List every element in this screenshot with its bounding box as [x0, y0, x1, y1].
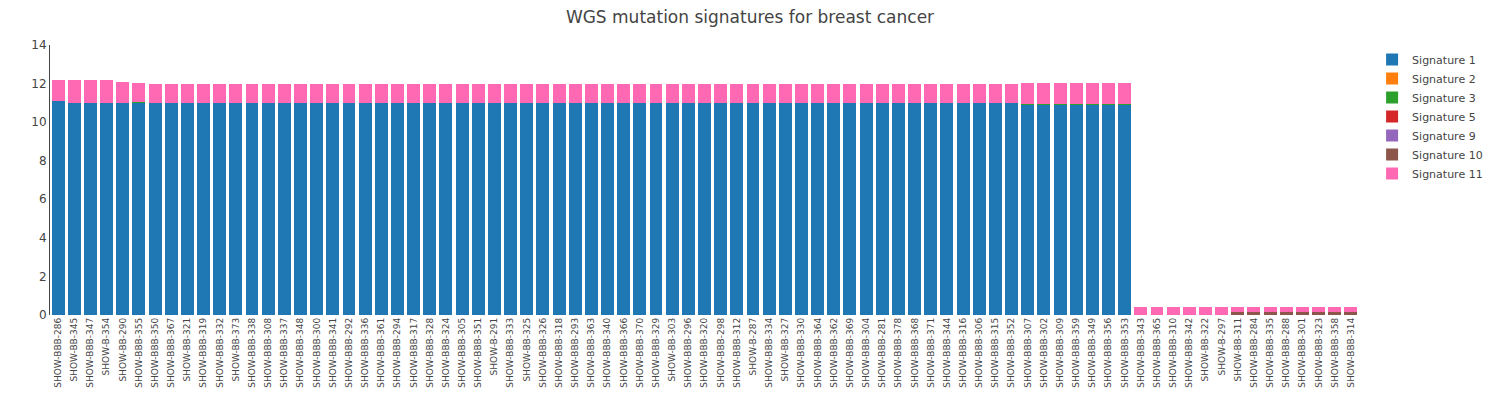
svg-text:SHOW-BBB-335: SHOW-BBB-335 — [1265, 318, 1275, 388]
svg-text:SHOW-BBB-320: SHOW-BBB-320 — [699, 318, 709, 388]
svg-text:SHOW-BBB-341: SHOW-BBB-341 — [328, 318, 338, 388]
svg-text:SHOW-BBB-363: SHOW-BBB-363 — [586, 318, 596, 388]
svg-text:Signature 1: Signature 1 — [1412, 54, 1476, 67]
svg-text:SHOW-BB-325: SHOW-BB-325 — [522, 318, 532, 382]
svg-text:SHOW-BBB-371: SHOW-BBB-371 — [926, 318, 936, 388]
svg-text:SHOW-BBB-314: SHOW-BBB-314 — [1346, 318, 1356, 388]
svg-text:SHOW-BBB-318: SHOW-BBB-318 — [554, 318, 564, 388]
svg-text:SHOW-BBB-328: SHOW-BBB-328 — [425, 318, 435, 388]
svg-text:Signature 5: Signature 5 — [1412, 111, 1476, 124]
svg-text:SHOW-BB-290: SHOW-BB-290 — [118, 318, 128, 382]
svg-text:SHOW-BBB-343: SHOW-BBB-343 — [1136, 318, 1146, 388]
svg-text:SHOW-BBB-329: SHOW-BBB-329 — [651, 318, 661, 388]
svg-text:SHOW-BB-311: SHOW-BB-311 — [1233, 318, 1243, 382]
svg-text:Signature 3: Signature 3 — [1412, 92, 1476, 105]
svg-text:2: 2 — [39, 270, 47, 284]
svg-text:SHOW-BBB-306: SHOW-BBB-306 — [974, 318, 984, 388]
svg-text:SHOW-BB-345: SHOW-BB-345 — [69, 318, 79, 382]
svg-text:12: 12 — [31, 77, 46, 91]
svg-text:SHOW-BBB-296: SHOW-BBB-296 — [683, 318, 693, 388]
svg-text:SHOW-BBB-352: SHOW-BBB-352 — [1006, 318, 1016, 388]
svg-text:SHOW-BBB-368: SHOW-BBB-368 — [910, 318, 920, 388]
svg-text:SHOW-BBB-288: SHOW-BBB-288 — [1281, 318, 1291, 388]
svg-text:SHOW-BBB-304: SHOW-BBB-304 — [861, 318, 871, 388]
svg-text:SHOW-B-297: SHOW-B-297 — [1217, 318, 1227, 376]
svg-text:SHOW-BBB-369: SHOW-BBB-369 — [845, 318, 855, 388]
svg-text:SHOW-BBB-349: SHOW-BBB-349 — [1087, 318, 1097, 388]
svg-text:SHOW-BBB-307: SHOW-BBB-307 — [1023, 318, 1033, 388]
svg-text:SHOW-BBB-333: SHOW-BBB-333 — [505, 318, 515, 388]
svg-text:SHOW-BBB-300: SHOW-BBB-300 — [312, 318, 322, 388]
svg-text:SHOW-BBB-337: SHOW-BBB-337 — [279, 318, 289, 388]
svg-text:SHOW-BBB-367: SHOW-BBB-367 — [166, 318, 176, 388]
svg-text:SHOW-B-354: SHOW-B-354 — [101, 318, 111, 376]
svg-text:SHOW-BBB-302: SHOW-BBB-302 — [1039, 318, 1049, 388]
svg-text:SHOW-BBB-362: SHOW-BBB-362 — [829, 318, 839, 388]
svg-text:0: 0 — [39, 308, 47, 322]
svg-text:SHOW-BB-373: SHOW-BB-373 — [231, 318, 241, 382]
svg-text:SHOW-BBB-309: SHOW-BBB-309 — [1055, 318, 1065, 388]
svg-text:SHOW-BBB-351: SHOW-BBB-351 — [473, 318, 483, 388]
svg-text:8: 8 — [39, 154, 47, 168]
svg-text:6: 6 — [39, 192, 47, 206]
svg-text:SHOW-BBB-344: SHOW-BBB-344 — [942, 318, 952, 388]
svg-text:SHOW-BBB-301: SHOW-BBB-301 — [1297, 318, 1307, 388]
svg-text:SHOW-BBB-378: SHOW-BBB-378 — [893, 318, 903, 388]
svg-text:SHOW-BBB-305: SHOW-BBB-305 — [457, 318, 467, 388]
svg-text:SHOW-BBB-323: SHOW-BBB-323 — [1314, 318, 1324, 388]
svg-text:SHOW-BBB-281: SHOW-BBB-281 — [877, 318, 887, 388]
svg-text:SHOW-BBB-348: SHOW-BBB-348 — [295, 318, 305, 388]
svg-text:SHOW-BBB-359: SHOW-BBB-359 — [1071, 318, 1081, 388]
svg-text:SHOW-BBB-316: SHOW-BBB-316 — [958, 318, 968, 388]
svg-text:14: 14 — [31, 38, 46, 52]
svg-text:WGS mutation signatures for br: WGS mutation signatures for breast cance… — [566, 7, 934, 27]
svg-text:SHOW-BBB-338: SHOW-BBB-338 — [247, 318, 257, 388]
svg-text:SHOW-BBB-361: SHOW-BBB-361 — [376, 318, 386, 388]
svg-text:SHOW-BBB-293: SHOW-BBB-293 — [570, 318, 580, 388]
svg-text:SHOW-BB-321: SHOW-BB-321 — [182, 318, 192, 382]
svg-text:SHOW-BBB-366: SHOW-BBB-366 — [619, 318, 629, 388]
svg-text:SHOW-BBB-326: SHOW-BBB-326 — [538, 318, 548, 388]
svg-text:SHOW-B-287: SHOW-B-287 — [748, 318, 758, 376]
svg-text:SHOW-BBB-332: SHOW-BBB-332 — [215, 318, 225, 388]
svg-text:Signature 10: Signature 10 — [1412, 149, 1483, 162]
svg-text:SHOW-BBB-370: SHOW-BBB-370 — [635, 318, 645, 388]
svg-text:SHOW-BB-327: SHOW-BB-327 — [780, 318, 790, 382]
svg-text:SHOW-BBB-294: SHOW-BBB-294 — [392, 318, 402, 388]
svg-text:SHOW-BBB-317: SHOW-BBB-317 — [409, 318, 419, 388]
svg-text:SHOW-BBB-358: SHOW-BBB-358 — [1330, 318, 1340, 388]
svg-text:Signature 9: Signature 9 — [1412, 130, 1476, 143]
svg-text:SHOW-BBB-365: SHOW-BBB-365 — [1152, 318, 1162, 388]
svg-text:SHOW-BBB-284: SHOW-BBB-284 — [1249, 318, 1259, 388]
svg-text:SHOW-BBB-324: SHOW-BBB-324 — [441, 318, 451, 388]
svg-text:SHOW-BBB-347: SHOW-BBB-347 — [85, 318, 95, 388]
svg-text:SHOW-BBB-319: SHOW-BBB-319 — [198, 318, 208, 388]
svg-text:SHOW-BBB-355: SHOW-BBB-355 — [134, 318, 144, 388]
svg-text:SHOW-BBB-292: SHOW-BBB-292 — [344, 318, 354, 388]
svg-text:SHOW-BBB-340: SHOW-BBB-340 — [602, 318, 612, 388]
svg-text:SHOW-BBB-310: SHOW-BBB-310 — [1168, 318, 1178, 388]
svg-text:SHOW-BBB-308: SHOW-BBB-308 — [263, 318, 273, 388]
svg-text:SHOW-BBB-342: SHOW-BBB-342 — [1184, 318, 1194, 388]
svg-text:SHOW-BB-322: SHOW-BB-322 — [1200, 318, 1210, 382]
svg-text:SHOW-BBB-364: SHOW-BBB-364 — [813, 318, 823, 388]
svg-text:SHOW-BB-303: SHOW-BB-303 — [667, 318, 677, 382]
svg-text:10: 10 — [31, 115, 46, 129]
svg-text:SHOW-BBB-315: SHOW-BBB-315 — [990, 318, 1000, 388]
svg-text:SHOW-BBB-336: SHOW-BBB-336 — [360, 318, 370, 388]
svg-text:SHOW-BBB-286: SHOW-BBB-286 — [53, 318, 63, 388]
svg-text:Signature 11: Signature 11 — [1412, 168, 1483, 181]
svg-text:SHOW-BBB-334: SHOW-BBB-334 — [764, 318, 774, 388]
svg-text:SHOW-B-291: SHOW-B-291 — [489, 318, 499, 376]
svg-text:SHOW-BBB-353: SHOW-BBB-353 — [1120, 318, 1130, 388]
svg-text:Signature 2: Signature 2 — [1412, 73, 1476, 86]
svg-text:SHOW-BBB-330: SHOW-BBB-330 — [796, 318, 806, 388]
svg-text:SHOW-BBB-350: SHOW-BBB-350 — [150, 318, 160, 388]
svg-text:SHOW-BBB-298: SHOW-BBB-298 — [716, 318, 726, 388]
svg-text:4: 4 — [39, 231, 47, 245]
svg-text:SHOW-BBB-312: SHOW-BBB-312 — [732, 318, 742, 388]
svg-text:SHOW-BBB-356: SHOW-BBB-356 — [1103, 318, 1113, 388]
